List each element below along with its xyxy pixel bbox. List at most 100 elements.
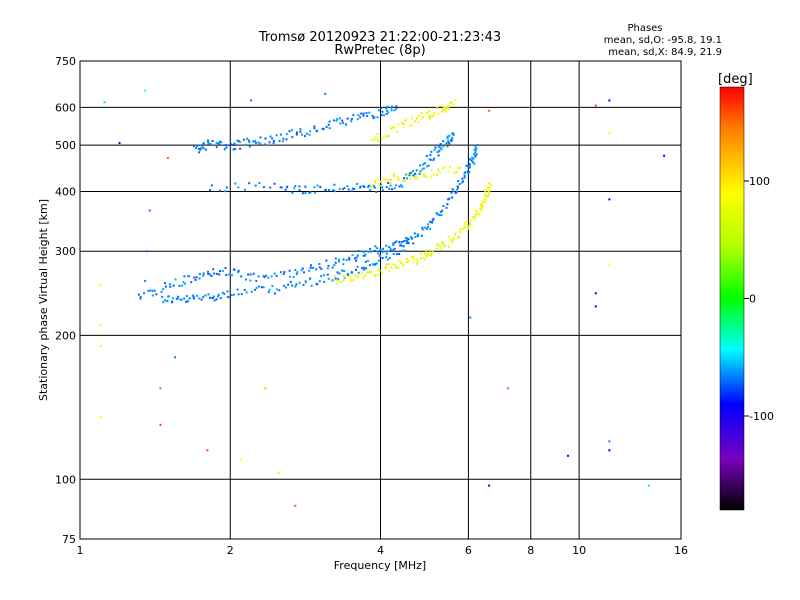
trace-point — [423, 258, 426, 261]
trace-point — [437, 244, 440, 247]
trace-point — [323, 280, 325, 283]
trace-point — [318, 266, 321, 269]
trace-point — [327, 277, 330, 280]
trace-point — [188, 275, 191, 278]
trace-point — [321, 127, 324, 130]
trace-point — [237, 271, 240, 274]
trace-point — [390, 266, 393, 269]
trace-point — [372, 183, 375, 186]
trace-point — [374, 137, 377, 140]
trace-point — [407, 259, 410, 262]
trace-point — [469, 219, 472, 222]
trace-point — [451, 188, 454, 191]
trace-point — [223, 292, 226, 295]
trace-point — [475, 147, 478, 150]
trace-point — [275, 275, 278, 277]
trace-point — [466, 165, 469, 168]
trace-point — [304, 192, 307, 194]
trace-point — [432, 114, 435, 117]
trace-point — [452, 132, 455, 135]
trace-point — [248, 141, 251, 144]
trace-point — [392, 242, 395, 245]
trace-point — [433, 148, 436, 151]
trace-point — [202, 274, 205, 277]
trace-point — [385, 252, 388, 255]
trace-point — [379, 183, 382, 186]
trace-point — [301, 133, 303, 136]
trace-point — [452, 133, 455, 136]
trace-point — [468, 222, 471, 224]
trace-point — [451, 136, 454, 139]
trace-point — [426, 253, 429, 256]
trace-point — [459, 228, 462, 231]
trace-point — [237, 269, 240, 272]
trace-point — [286, 185, 289, 188]
trace-point — [415, 175, 418, 178]
trace-point — [245, 278, 247, 281]
trace-point — [441, 241, 444, 243]
trace-point — [299, 130, 302, 133]
trace-point — [233, 293, 235, 296]
trace-point — [338, 117, 341, 120]
trace-point — [454, 192, 457, 195]
trace-point — [391, 262, 394, 265]
trace-point — [395, 105, 398, 108]
trace-point — [481, 204, 484, 207]
scatter-point — [294, 504, 297, 507]
trace-point — [442, 109, 445, 111]
trace-point — [254, 141, 257, 144]
trace-point — [389, 184, 392, 187]
trace-point — [343, 275, 346, 278]
trace-point — [402, 263, 405, 265]
trace-point — [468, 163, 471, 166]
trace-point — [207, 293, 210, 296]
trace-point — [390, 178, 393, 181]
trace-point — [474, 209, 477, 212]
trace-point — [388, 187, 391, 190]
trace-point — [268, 141, 271, 144]
trace-point — [402, 178, 405, 181]
trace-point — [367, 250, 370, 253]
trace-point — [425, 255, 428, 258]
trace-point — [390, 109, 393, 112]
trace-point — [325, 259, 328, 262]
trace-point — [386, 250, 389, 253]
trace-point — [396, 176, 399, 179]
trace-point — [374, 180, 377, 183]
trace-point — [315, 268, 318, 271]
trace-point — [382, 135, 385, 138]
trace-point — [438, 171, 441, 174]
trace-point — [285, 286, 287, 289]
trace-point — [250, 290, 253, 293]
trace-point — [236, 139, 239, 142]
trace-point — [188, 297, 191, 300]
trace-point — [401, 185, 404, 188]
trace-point — [255, 287, 258, 289]
y-tick-label: 500 — [55, 139, 76, 152]
trace-point — [365, 267, 367, 270]
trace-point — [433, 111, 436, 114]
trace-point — [452, 103, 455, 106]
trace-point — [430, 254, 432, 257]
trace-point — [209, 189, 211, 191]
trace-point — [387, 182, 390, 184]
trace-point — [184, 282, 187, 285]
trace-point — [407, 242, 410, 244]
scatter-point — [174, 356, 176, 359]
trace-point — [233, 268, 236, 271]
y-tick-label: 300 — [55, 245, 76, 258]
trace-point — [257, 285, 260, 288]
trace-point — [302, 284, 305, 286]
trace-point — [298, 189, 301, 192]
trace-point — [275, 288, 278, 291]
trace-point — [429, 158, 432, 161]
trace-point — [236, 288, 239, 291]
chart-title: Tromsø 20120923 21:22:00-21:23:43 — [258, 30, 501, 45]
trace-point — [472, 161, 475, 164]
trace-point — [269, 135, 272, 138]
trace-point — [219, 297, 222, 300]
trace-point — [354, 257, 356, 260]
trace-point — [452, 237, 455, 240]
trace-point — [325, 126, 328, 128]
trace-point — [331, 279, 334, 282]
